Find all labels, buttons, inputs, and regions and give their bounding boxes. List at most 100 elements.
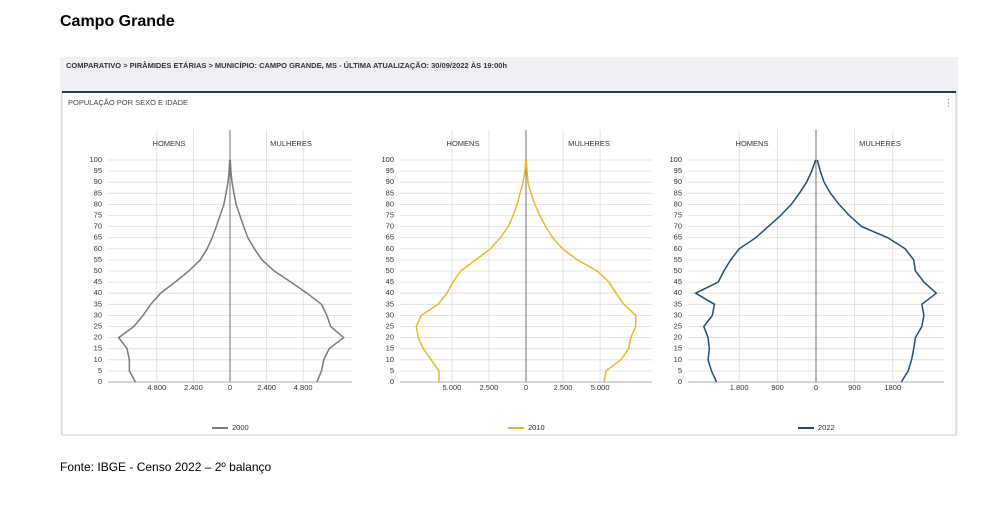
side-label: MULHERES: [859, 139, 901, 148]
y-tick-label: 60: [674, 244, 682, 253]
y-tick-label: 5: [678, 366, 682, 375]
y-tick-label: 0: [678, 377, 682, 386]
x-tick-label: 0: [814, 383, 818, 392]
y-tick-label: 10: [386, 355, 394, 364]
y-tick-label: 100: [381, 155, 394, 164]
x-tick-label: 2.500: [480, 383, 499, 392]
y-tick-label: 95: [674, 166, 682, 175]
y-tick-label: 70: [386, 222, 394, 231]
x-tick-label: 0: [228, 383, 232, 392]
y-tick-label: 65: [94, 233, 102, 242]
y-tick-label: 60: [386, 244, 394, 253]
x-tick-label: 1800: [884, 383, 901, 392]
y-tick-label: 95: [386, 166, 394, 175]
y-tick-label: 90: [386, 177, 394, 186]
y-tick-label: 65: [674, 233, 682, 242]
y-tick-label: 15: [94, 344, 102, 353]
x-tick-label: 2.500: [554, 383, 573, 392]
y-tick-label: 20: [94, 333, 102, 342]
side-label: HOMENS: [153, 139, 186, 148]
x-tick-label: 1.800: [730, 383, 749, 392]
y-tick-label: 30: [674, 310, 682, 319]
y-tick-label: 100: [669, 155, 682, 164]
y-tick-label: 10: [674, 355, 682, 364]
y-tick-label: 80: [94, 199, 102, 208]
y-tick-label: 25: [386, 321, 394, 330]
footer-source: Fonte: IBGE - Censo 2022 – 2º balanço: [60, 460, 272, 474]
y-tick-label: 40: [386, 288, 394, 297]
side-label: HOMENS: [736, 139, 769, 148]
y-tick-label: 35: [674, 299, 682, 308]
y-tick-label: 0: [98, 377, 102, 386]
y-tick-label: 80: [386, 199, 394, 208]
y-tick-label: 60: [94, 244, 102, 253]
y-tick-label: 65: [386, 233, 394, 242]
y-tick-label: 50: [94, 266, 102, 275]
x-tick-label: 4.800: [147, 383, 166, 392]
population-line: [229, 159, 345, 383]
y-tick-label: 15: [386, 344, 394, 353]
y-tick-label: 50: [674, 266, 682, 275]
y-tick-label: 55: [94, 255, 102, 264]
x-tick-label: 2.400: [184, 383, 203, 392]
y-tick-label: 85: [94, 188, 102, 197]
y-tick-label: 75: [94, 210, 102, 219]
side-label: MULHERES: [270, 139, 312, 148]
y-tick-label: 90: [674, 177, 682, 186]
side-label: HOMENS: [447, 139, 480, 148]
x-tick-label: 900: [771, 383, 784, 392]
y-tick-label: 40: [674, 288, 682, 297]
y-tick-label: 10: [94, 355, 102, 364]
x-tick-label: 5.000: [442, 383, 461, 392]
y-tick-label: 35: [94, 299, 102, 308]
y-tick-label: 20: [386, 333, 394, 342]
y-tick-label: 55: [674, 255, 682, 264]
y-tick-label: 70: [94, 222, 102, 231]
y-tick-label: 15: [674, 344, 682, 353]
y-tick-label: 35: [386, 299, 394, 308]
y-tick-label: 90: [94, 177, 102, 186]
x-tick-label: 5.000: [591, 383, 610, 392]
y-tick-label: 100: [89, 155, 102, 164]
y-tick-label: 80: [674, 199, 682, 208]
y-tick-label: 75: [386, 210, 394, 219]
x-tick-label: 900: [848, 383, 861, 392]
y-tick-label: 5: [390, 366, 394, 375]
legend-label: 2022: [818, 423, 835, 432]
y-tick-label: 45: [386, 277, 394, 286]
y-tick-label: 20: [674, 333, 682, 342]
legend-label: 2010: [528, 423, 545, 432]
menu-icon[interactable]: ⋮: [944, 97, 953, 107]
population-line: [525, 159, 637, 383]
population-line: [117, 159, 231, 383]
y-tick-label: 85: [386, 188, 394, 197]
y-tick-label: 45: [674, 277, 682, 286]
y-tick-label: 50: [386, 266, 394, 275]
population-line: [415, 159, 527, 382]
x-tick-label: 0: [524, 383, 528, 392]
y-tick-label: 85: [674, 188, 682, 197]
side-label: MULHERES: [568, 139, 610, 148]
y-tick-label: 40: [94, 288, 102, 297]
panel-title: POPULAÇÃO POR SEXO E IDADE: [68, 98, 188, 107]
y-tick-label: 95: [94, 166, 102, 175]
page-title: Campo Grande: [60, 13, 175, 30]
y-tick-label: 5: [98, 366, 102, 375]
breadcrumb: COMPARATIVO > PIRÂMIDES ETÁRIAS > MUNICÍ…: [66, 61, 507, 70]
y-tick-label: 30: [94, 310, 102, 319]
population-line: [816, 159, 938, 383]
y-tick-label: 70: [674, 222, 682, 231]
y-tick-label: 25: [674, 321, 682, 330]
y-tick-label: 55: [386, 255, 394, 264]
population-line: [694, 159, 817, 383]
y-tick-label: 45: [94, 277, 102, 286]
y-tick-label: 25: [94, 321, 102, 330]
y-tick-label: 0: [390, 377, 394, 386]
x-tick-label: 2.400: [257, 383, 276, 392]
legend-label: 2000: [232, 423, 249, 432]
chart-panel: [61, 91, 957, 436]
y-tick-label: 75: [674, 210, 682, 219]
x-tick-label: 4.800: [294, 383, 313, 392]
y-tick-label: 30: [386, 310, 394, 319]
